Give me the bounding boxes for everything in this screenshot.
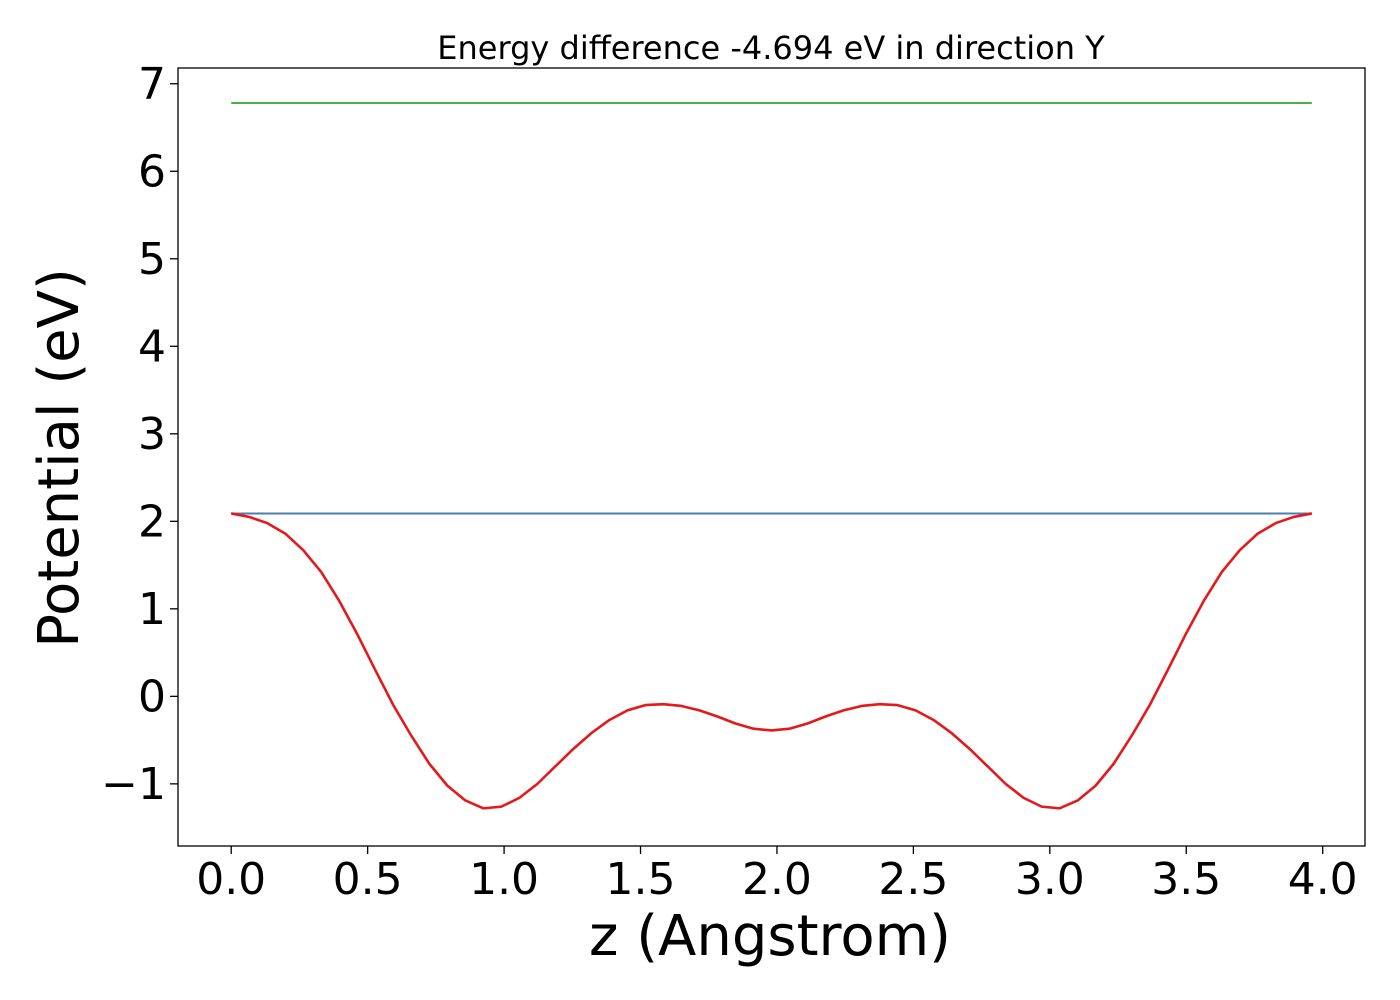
x-axis: 0.0 0.5 1.0 1.5 2.0 2.5 3.0 3.5 4.0 bbox=[196, 846, 1358, 905]
y-tick-label: −1 bbox=[101, 759, 166, 810]
chart-title: Energy difference -4.694 eV in direction… bbox=[437, 29, 1105, 67]
x-tick-label: 4.0 bbox=[1288, 854, 1358, 905]
x-tick-label: 3.0 bbox=[1015, 854, 1085, 905]
y-tick-label: 5 bbox=[138, 234, 166, 285]
y-tick-label: 2 bbox=[138, 496, 166, 547]
y-tick-label: 1 bbox=[138, 584, 166, 635]
plot-frame bbox=[177, 67, 1366, 847]
y-axis-label: Potential (eV) bbox=[27, 268, 92, 648]
x-axis-label: z (Angstrom) bbox=[589, 904, 951, 969]
x-tick-label: 1.0 bbox=[469, 854, 539, 905]
y-tick-label: 4 bbox=[138, 321, 166, 372]
y-tick-label: 0 bbox=[138, 671, 166, 722]
y-tick-label: 3 bbox=[138, 409, 166, 460]
y-tick-label: 6 bbox=[138, 146, 166, 197]
x-tick-label: 0.5 bbox=[333, 854, 403, 905]
x-tick-label: 2.5 bbox=[878, 854, 948, 905]
y-tick-label: 7 bbox=[138, 59, 166, 110]
x-tick-label: 3.5 bbox=[1151, 854, 1221, 905]
x-tick-label: 0.0 bbox=[196, 854, 266, 905]
series-line-planar-average-potential bbox=[230, 512, 1313, 810]
series-layer bbox=[230, 102, 1313, 810]
y-axis: −1 0 1 2 3 4 5 6 7 bbox=[101, 59, 178, 810]
x-tick-label: 1.5 bbox=[606, 854, 676, 905]
x-tick-label: 2.0 bbox=[742, 854, 812, 905]
